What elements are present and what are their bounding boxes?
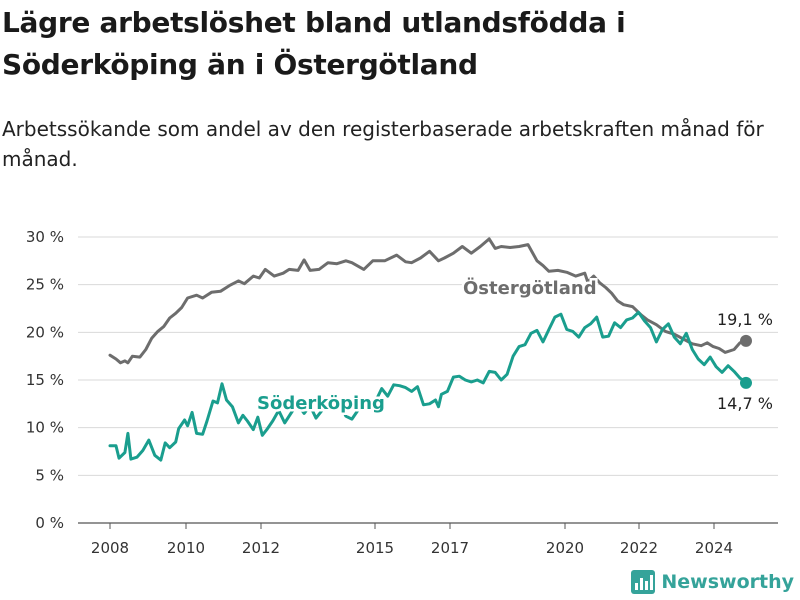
y-tick-label: 30 % bbox=[26, 228, 64, 246]
y-tick-label: 10 % bbox=[26, 419, 64, 437]
series-line-soderkoping bbox=[108, 310, 748, 462]
x-tick-label: 2010 bbox=[167, 539, 205, 557]
x-tick-label: 2024 bbox=[695, 539, 733, 557]
series-label-ostergotland: Östergötland bbox=[463, 277, 597, 299]
series-label-soderkoping: Söderköping bbox=[257, 393, 385, 414]
y-tick-label: 5 % bbox=[35, 466, 64, 484]
bar-chart-icon bbox=[631, 570, 656, 594]
x-tick-label: 2017 bbox=[431, 539, 469, 557]
chart-title: Lägre arbetslöshet bland utlandsfödda i … bbox=[2, 6, 626, 81]
brand-name: Newsworthy bbox=[661, 571, 794, 593]
x-tick-label: 2015 bbox=[356, 539, 394, 557]
gridlines bbox=[78, 236, 778, 524]
end-label-ostergotland: 19,1 % bbox=[717, 310, 773, 329]
x-axis-ticks: 2008 2010 2012 2015 2017 2020 2022 2024 bbox=[91, 523, 733, 557]
y-axis-ticks: 0 % 5 % 10 % 15 % 20 % 25 % 30 % bbox=[26, 228, 64, 532]
x-tick-label: 2008 bbox=[91, 539, 129, 557]
series-line-ostergotland bbox=[108, 237, 748, 365]
y-tick-label: 0 % bbox=[35, 514, 64, 532]
end-point-soderkoping bbox=[740, 376, 752, 389]
x-tick-label: 2012 bbox=[242, 539, 280, 557]
y-tick-label: 25 % bbox=[26, 276, 64, 294]
y-tick-label: 15 % bbox=[26, 371, 64, 389]
end-point-ostergotland bbox=[740, 334, 752, 347]
x-tick-label: 2022 bbox=[620, 539, 658, 557]
series-lines bbox=[108, 237, 752, 462]
y-tick-label: 20 % bbox=[26, 323, 64, 341]
brand-logo: Newsworthy bbox=[631, 570, 794, 594]
end-label-soderkoping: 14,7 % bbox=[717, 394, 773, 413]
chart-subtitle: Arbetssökande som andel av den registerb… bbox=[2, 117, 764, 171]
x-tick-label: 2020 bbox=[546, 539, 584, 557]
